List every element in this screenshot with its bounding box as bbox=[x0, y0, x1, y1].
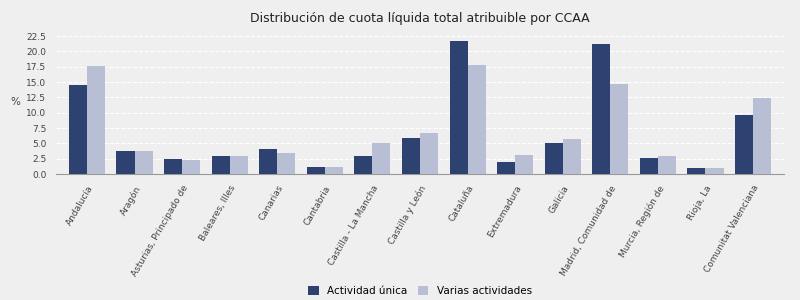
Bar bbox=[69, 85, 87, 174]
Bar bbox=[640, 158, 658, 174]
Bar bbox=[610, 84, 629, 174]
Bar bbox=[562, 139, 581, 174]
Title: Distribución de cuota líquida total atribuible por CCAA: Distribución de cuota líquida total atri… bbox=[250, 12, 590, 25]
Bar bbox=[164, 159, 182, 174]
Bar bbox=[450, 41, 467, 174]
Bar bbox=[230, 156, 248, 174]
Bar bbox=[706, 169, 723, 174]
Bar bbox=[354, 156, 373, 174]
Y-axis label: %: % bbox=[10, 97, 20, 107]
Bar bbox=[325, 167, 343, 174]
Bar bbox=[211, 156, 230, 174]
Bar bbox=[259, 149, 278, 174]
Bar bbox=[306, 167, 325, 174]
Bar bbox=[182, 160, 200, 174]
Legend: Actividad única, Varias actividades: Actividad única, Varias actividades bbox=[306, 283, 534, 299]
Bar bbox=[515, 155, 534, 174]
Bar bbox=[497, 162, 515, 174]
Bar bbox=[658, 156, 676, 174]
Bar bbox=[402, 139, 420, 174]
Bar bbox=[753, 98, 771, 174]
Bar bbox=[592, 44, 610, 174]
Bar bbox=[134, 151, 153, 174]
Bar bbox=[735, 115, 753, 174]
Bar bbox=[420, 133, 438, 174]
Bar bbox=[117, 151, 134, 174]
Bar bbox=[278, 153, 295, 174]
Bar bbox=[87, 66, 105, 174]
Bar bbox=[467, 65, 486, 174]
Bar bbox=[373, 143, 390, 174]
Bar bbox=[687, 169, 706, 174]
Bar bbox=[545, 143, 562, 174]
